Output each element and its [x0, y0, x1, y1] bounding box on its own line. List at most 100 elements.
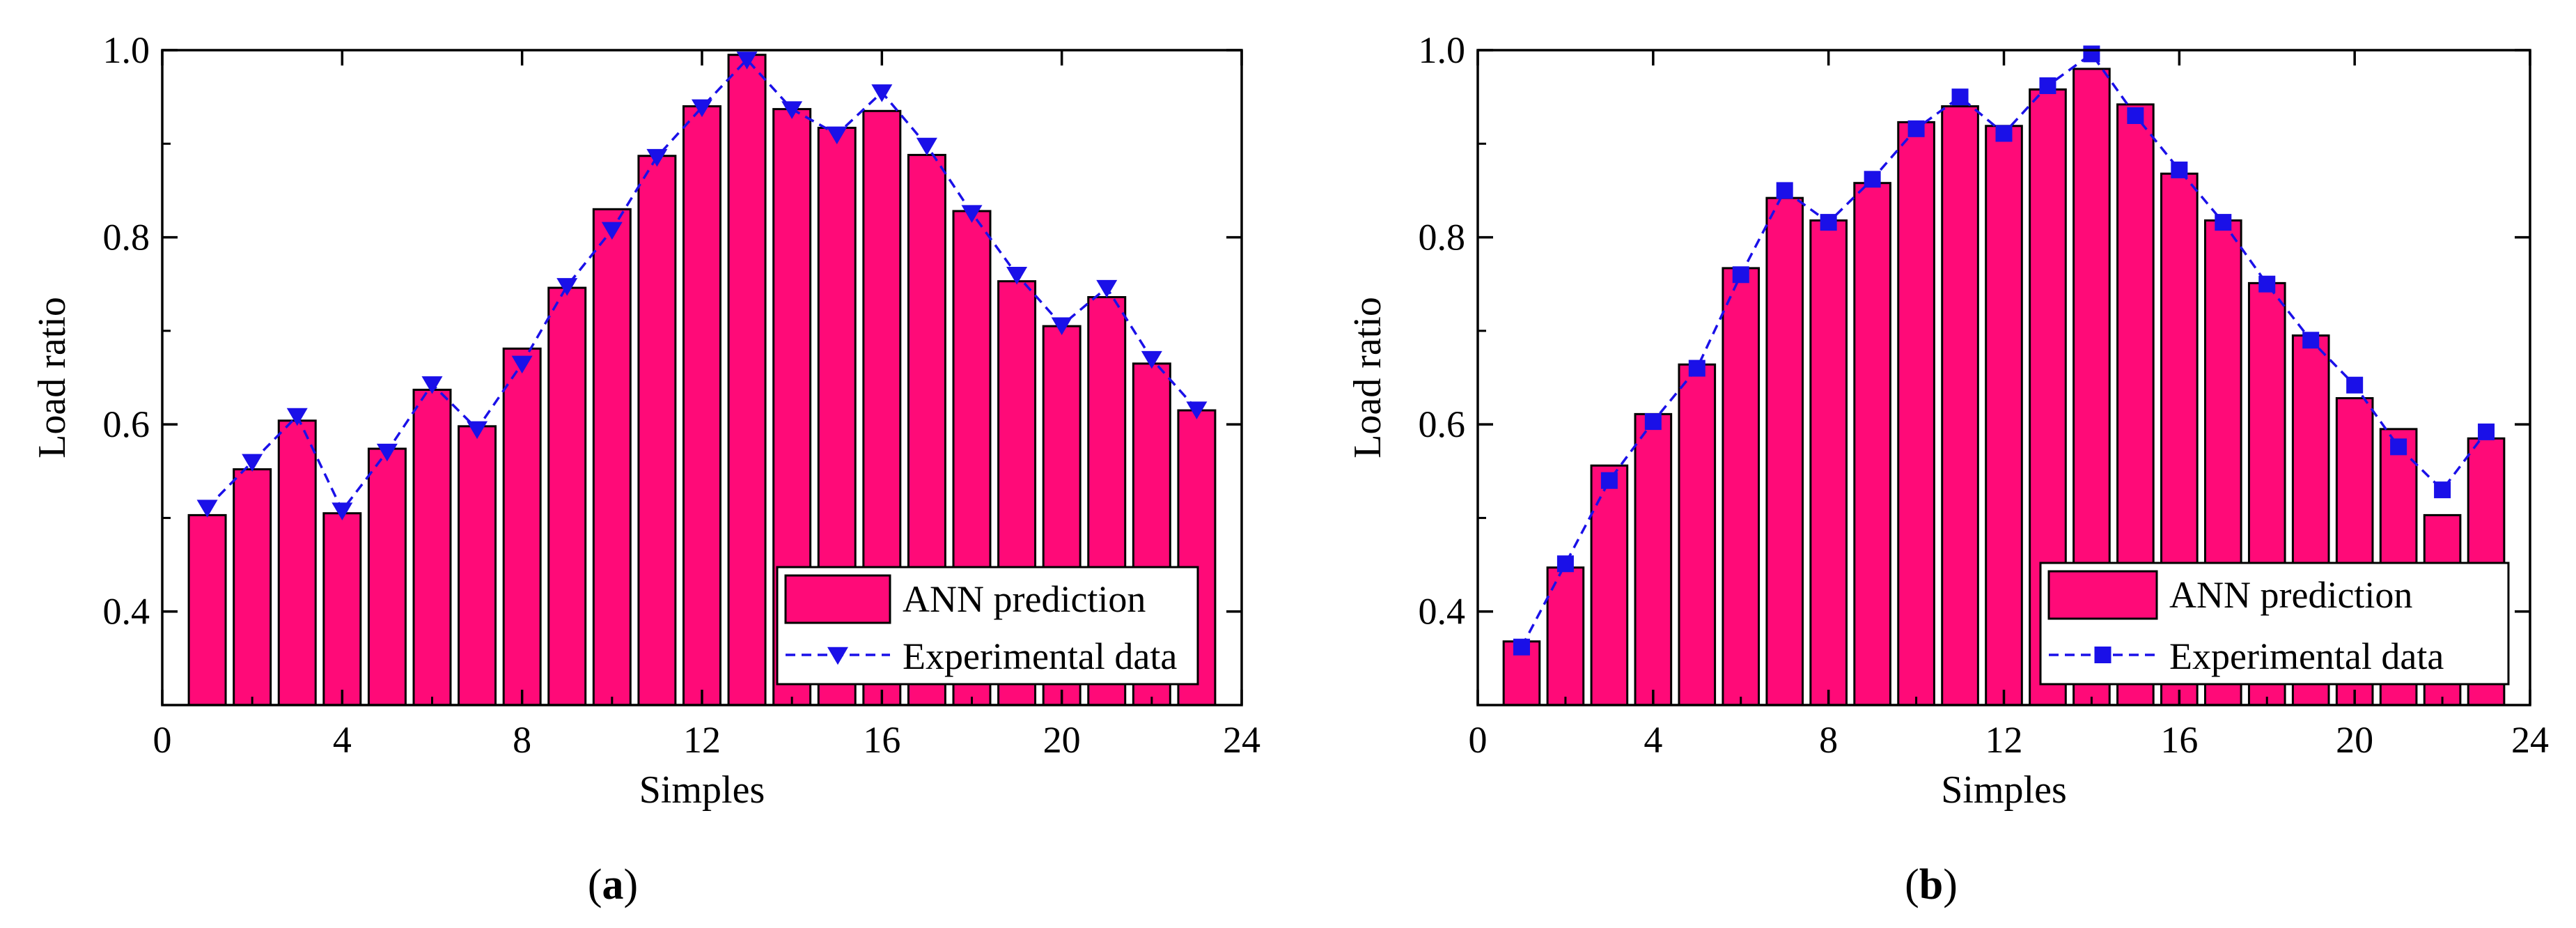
point-experimental [2302, 332, 2320, 349]
point-experimental [2127, 107, 2144, 124]
legend-label-ann: ANN prediction [2169, 574, 2412, 616]
point-experimental [1051, 317, 1072, 336]
point-experimental [467, 421, 488, 440]
point-experimental [1907, 120, 1925, 137]
point-experimental [2171, 161, 2188, 178]
point-experimental [2039, 77, 2056, 95]
bar-ann-prediction [1590, 464, 1629, 706]
legend-swatch-ann [784, 574, 891, 624]
bar-ann-prediction [502, 347, 542, 706]
panel-letter: a [602, 861, 624, 908]
point-experimental [1600, 472, 1618, 489]
x-tick-label: 20 [1043, 719, 1081, 761]
point-experimental [421, 376, 443, 394]
point-experimental [2346, 376, 2364, 394]
bar-ann-prediction [1765, 196, 1804, 706]
x-tick-label: 4 [333, 719, 352, 761]
x-tick-label: 24 [1223, 719, 1260, 761]
bar-ann-prediction [637, 155, 677, 706]
bar-ann-prediction [1941, 105, 1979, 706]
y-tick-label: 0.4 [103, 591, 150, 633]
bar-ann-prediction [233, 468, 272, 706]
x-tick-label: 8 [513, 719, 531, 761]
point-experimental [1732, 266, 1749, 284]
bar-ann-prediction [1985, 125, 2023, 706]
y-tick-label: 0.6 [103, 403, 150, 445]
bar-ann-prediction [1809, 219, 1848, 706]
point-experimental [736, 52, 758, 70]
point-experimental [1776, 182, 1793, 199]
bar-ann-prediction [187, 513, 227, 706]
point-experimental [376, 443, 398, 462]
x-axis-title: Simples [1941, 768, 2066, 812]
point-experimental [2390, 438, 2407, 456]
point-experimental [331, 502, 353, 520]
y-tick-label: 0.6 [1419, 403, 1466, 445]
point-experimental [1688, 359, 1705, 377]
point-experimental [556, 278, 578, 296]
legend: ANN prediction Experimental data [2039, 562, 2510, 686]
legend-marker-experimental [827, 647, 848, 665]
point-experimental [1951, 88, 1969, 106]
point-experimental [826, 126, 848, 145]
point-experimental [961, 205, 983, 223]
x-tick-label: 0 [1469, 719, 1488, 761]
x-tick-label: 4 [1644, 719, 1662, 761]
point-experimental [2258, 275, 2276, 293]
point-experimental [1186, 401, 1208, 419]
x-tick-label: 12 [1985, 719, 2023, 761]
y-tick-label: 0.8 [103, 217, 150, 258]
point-experimental [286, 408, 308, 426]
point-experimental [601, 222, 623, 240]
panel-letter: b [1919, 861, 1943, 908]
bar-ann-prediction [277, 419, 317, 706]
point-experimental [1820, 214, 1837, 231]
x-tick-label: 8 [1819, 719, 1838, 761]
bar-ann-prediction [458, 425, 497, 706]
bar-ann-prediction [1722, 267, 1761, 706]
point-experimental [1864, 171, 1881, 188]
x-tick-label: 12 [683, 719, 721, 761]
point-experimental [2478, 423, 2495, 440]
bar-ann-prediction [682, 105, 721, 706]
x-tick-label: 16 [2160, 719, 2198, 761]
point-experimental [646, 148, 668, 167]
legend-label-experimental: Experimental data [2169, 635, 2444, 677]
point-experimental [1556, 555, 1574, 573]
bar-ann-prediction [1634, 412, 1673, 706]
bar-ann-prediction [1678, 363, 1717, 706]
chart-panel-b: 0 4 8 12 16 20 24 0.4 0.6 0.8 1.0 Simples Load ratio… [1346, 29, 2549, 908]
point-experimental [1096, 279, 1118, 298]
legend: ANN prediction Experimental data [776, 566, 1199, 686]
x-tick-label: 24 [2511, 719, 2549, 761]
bar-ann-prediction [592, 208, 632, 706]
chart-panel-a: 0 4 8 12 16 20 24 0.4 0.6 0.8 1.0 Simples Load ratio… [31, 29, 1260, 908]
y-tick-label: 0.8 [1419, 217, 1466, 258]
legend-label-ann: ANN prediction [903, 578, 1146, 620]
y-tick-label: 1.0 [103, 29, 150, 71]
point-experimental [692, 99, 712, 118]
point-experimental [511, 355, 533, 374]
point-experimental [242, 454, 263, 472]
y-axis-title: Load ratio [31, 297, 74, 458]
legend-swatch-ann [2047, 570, 2158, 620]
point-experimental [1141, 350, 1162, 369]
legend-label-experimental: Experimental data [903, 635, 1177, 677]
bar-ann-prediction [1897, 121, 1935, 706]
point-experimental [2215, 214, 2232, 231]
point-experimental [196, 500, 218, 518]
x-tick-label: 0 [153, 719, 172, 761]
x-tick-label: 20 [2336, 719, 2373, 761]
panel-label: (b) [1905, 861, 1958, 908]
point-experimental [1006, 267, 1028, 285]
x-axis-title: Simples [639, 768, 765, 812]
legend-marker-experimental [2094, 647, 2111, 663]
point-experimental [1513, 638, 1530, 656]
point-experimental [1995, 125, 2013, 142]
bar-ann-prediction [412, 388, 452, 706]
bar-ann-prediction [367, 447, 407, 706]
point-experimental [871, 84, 893, 102]
bar-ann-prediction [1853, 182, 1891, 706]
point-experimental [2434, 481, 2451, 499]
